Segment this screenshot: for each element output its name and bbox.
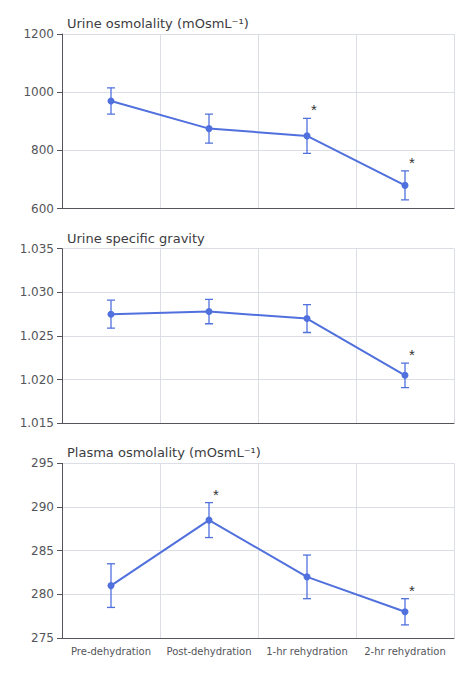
svg-text:295: 295 [31, 456, 54, 470]
svg-text:Post-dehydration: Post-dehydration [166, 646, 251, 657]
svg-text:1.015: 1.015 [20, 416, 54, 430]
svg-text:1.030: 1.030 [20, 285, 54, 299]
svg-text:290: 290 [31, 500, 54, 514]
svg-text:Urine specific gravity: Urine specific gravity [67, 231, 205, 246]
svg-text:1000: 1000 [23, 85, 54, 99]
svg-text:1.035: 1.035 [20, 242, 54, 256]
svg-text:1.020: 1.020 [20, 373, 54, 387]
svg-text:275: 275 [31, 631, 54, 645]
svg-text:Urine osmolality (mOsmL⁻¹): Urine osmolality (mOsmL⁻¹) [67, 16, 249, 31]
svg-text:600: 600 [31, 202, 54, 216]
svg-text:1-hr rehydration: 1-hr rehydration [266, 646, 348, 657]
svg-text:2-hr rehydration: 2-hr rehydration [364, 646, 446, 657]
svg-text:280: 280 [31, 587, 54, 601]
svg-text:*: * [311, 101, 317, 118]
svg-text:*: * [213, 486, 219, 503]
svg-text:*: * [409, 582, 415, 599]
svg-text:800: 800 [31, 143, 54, 157]
svg-text:Plasma osmolality (mOsmL⁻¹): Plasma osmolality (mOsmL⁻¹) [67, 445, 261, 460]
svg-text:1.025: 1.025 [20, 329, 54, 343]
svg-text:1200: 1200 [23, 27, 54, 41]
svg-text:*: * [409, 346, 415, 363]
svg-text:*: * [409, 154, 415, 171]
svg-text:Pre-dehydration: Pre-dehydration [71, 646, 151, 657]
svg-text:285: 285 [31, 544, 54, 558]
